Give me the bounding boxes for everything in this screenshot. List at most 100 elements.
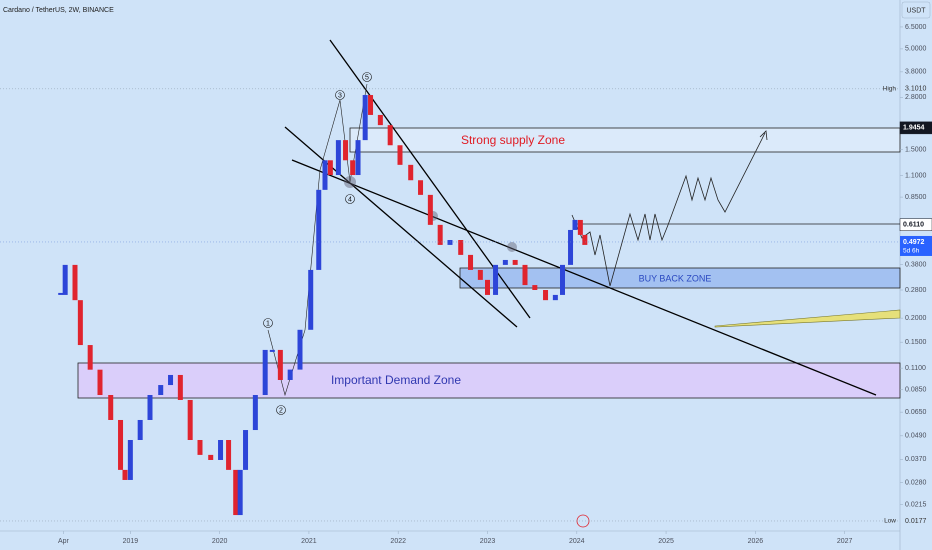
y-tick-label: 0.0650 (905, 409, 927, 416)
y-tick-label: 0.2800 (905, 287, 927, 294)
candle (322, 160, 328, 190)
candle (368, 95, 374, 115)
y-tick-label: 0.1100 (905, 365, 926, 372)
candle (468, 254, 474, 270)
symbol-title: Cardano / TetherUS, 2W, BINANCE (3, 7, 114, 14)
wave-label: 2 (279, 407, 283, 414)
candle (122, 469, 128, 480)
x-tick-label: 2023 (480, 538, 496, 545)
arrow-head (759, 130, 768, 141)
y-tick-label: 0.1500 (905, 339, 927, 346)
candle (502, 259, 508, 265)
candle (308, 269, 314, 330)
x-tick-label: 2021 (301, 538, 317, 545)
y-tick-label: 0.0215 (905, 502, 927, 509)
candle (437, 224, 443, 245)
countdown: 5d 6h (903, 248, 920, 255)
candle (485, 279, 490, 295)
wave-labels: 1 2 3 4 5 (263, 72, 372, 415)
wave-label: 1 (266, 320, 270, 327)
candle (377, 114, 383, 126)
x-tick-label: 2020 (212, 538, 228, 545)
candle (316, 189, 322, 270)
candle (297, 329, 303, 370)
candle (168, 374, 174, 386)
candle (72, 264, 78, 301)
level-label: 1.9454 (903, 125, 925, 132)
wave-label: 3 (338, 92, 342, 99)
demand-zone (77, 362, 901, 399)
candle (572, 219, 578, 230)
candle (87, 345, 93, 370)
candle (243, 430, 249, 470)
candle (187, 399, 193, 441)
candle (127, 440, 133, 480)
candle (355, 140, 361, 176)
candle (582, 234, 588, 245)
candle (277, 349, 283, 380)
candle (493, 264, 499, 295)
high-text: High (883, 86, 897, 93)
x-tick-label: Apr (58, 538, 70, 545)
x-tick-label: 2025 (658, 538, 674, 545)
candle (269, 349, 275, 352)
y-tick-label: 0.0490 (905, 433, 927, 440)
candle (137, 419, 143, 441)
last-price-label: 0.4972 (903, 239, 925, 246)
candle (418, 180, 424, 195)
plot (58, 95, 588, 516)
level-box (899, 218, 932, 231)
candle (237, 469, 243, 516)
y-tick-label: 1.5000 (905, 146, 927, 153)
candle (118, 419, 124, 470)
y-tick-label: 0.8500 (905, 194, 927, 201)
candle (226, 440, 232, 470)
candle (108, 395, 114, 420)
level-box (899, 121, 932, 135)
candle (447, 240, 453, 245)
candle (362, 95, 368, 141)
buy-back-label: BUY BACK ZONE (639, 273, 712, 283)
candle (158, 385, 164, 396)
y-tick-label: 0.0280 (905, 479, 927, 486)
candle (77, 300, 83, 346)
candle (408, 164, 414, 181)
level-label: 0.6110 (903, 222, 924, 229)
x-tick-label: 2024 (569, 538, 585, 545)
y-tick-label: 0.0370 (905, 456, 927, 463)
x-tick-label: 2026 (748, 538, 764, 545)
candle (560, 264, 565, 295)
wave-label: 4 (348, 196, 352, 203)
candle (427, 194, 433, 225)
candle (233, 469, 239, 516)
candle (343, 140, 349, 161)
candle (577, 219, 583, 235)
supply-label: Strong supply Zone (461, 133, 565, 147)
pivot-markers (344, 176, 517, 252)
y-tick-label: 0.2000 (905, 315, 927, 322)
candle (58, 292, 64, 295)
candle (327, 160, 333, 176)
wave-label: 5 (365, 74, 369, 81)
candle (568, 229, 574, 265)
y-tick-label: 5.0000 (905, 46, 927, 53)
high-price: 3.1010 (905, 86, 927, 93)
demand-label: Important Demand Zone (331, 373, 461, 387)
candle (477, 269, 483, 280)
projection-path (571, 132, 766, 287)
candle (97, 369, 103, 396)
currency-box[interactable] (901, 1, 931, 19)
wave-path (267, 83, 368, 397)
candle (512, 259, 518, 265)
candle (262, 349, 268, 396)
candle (387, 125, 393, 146)
y-tick-label: 1.1000 (905, 172, 927, 179)
y-tick-label: 6.5000 (905, 24, 927, 31)
candle (177, 374, 183, 400)
x-tick-label: 2022 (390, 538, 406, 545)
y-tick-label: 0.0850 (905, 387, 927, 394)
candle (252, 395, 258, 431)
low-price: 0.0177 (905, 518, 927, 525)
